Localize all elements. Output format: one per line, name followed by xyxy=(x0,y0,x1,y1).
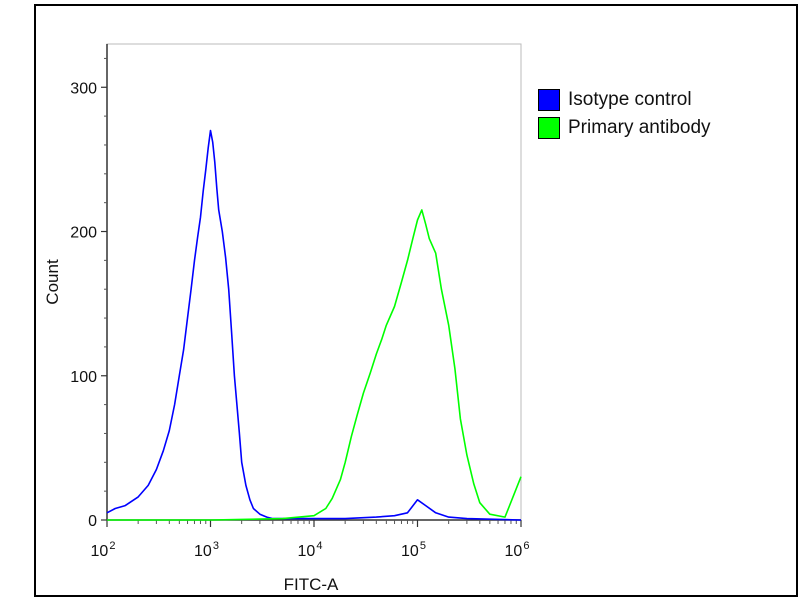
series-line-primary-antibody xyxy=(107,209,522,521)
y-axis-label: Count xyxy=(43,259,62,305)
legend-label-primary: Primary antibody xyxy=(568,117,711,138)
series-layer xyxy=(106,129,522,521)
legend-label-isotype: Isotype control xyxy=(568,89,692,110)
legend-swatch-primary xyxy=(538,117,560,139)
y-tick-label: 100 xyxy=(70,369,97,386)
x-tick-label: 106 xyxy=(505,540,530,560)
x-axis-label: FITC-A xyxy=(284,575,339,594)
legend-item-isotype: Isotype control xyxy=(538,86,711,114)
x-ticks: 102 103 104 105 106 xyxy=(91,520,530,560)
legend-item-primary: Primary antibody xyxy=(538,114,711,142)
x-tick-label: 104 xyxy=(298,540,323,560)
y-tick-label: 300 xyxy=(70,80,97,97)
y-tick-label: 0 xyxy=(88,513,97,530)
chart-frame xyxy=(34,4,798,597)
plot-area xyxy=(106,43,522,521)
y-tick-label: 200 xyxy=(70,225,97,242)
x-tick-label: 102 xyxy=(91,540,116,560)
series-line-isotype-control xyxy=(106,129,522,521)
legend: Isotype control Primary antibody xyxy=(538,86,711,142)
x-tick-label: 105 xyxy=(401,540,426,560)
x-tick-label: 103 xyxy=(194,540,219,560)
y-ticks: 0 100 200 300 xyxy=(70,57,107,530)
legend-swatch-isotype xyxy=(538,89,560,111)
